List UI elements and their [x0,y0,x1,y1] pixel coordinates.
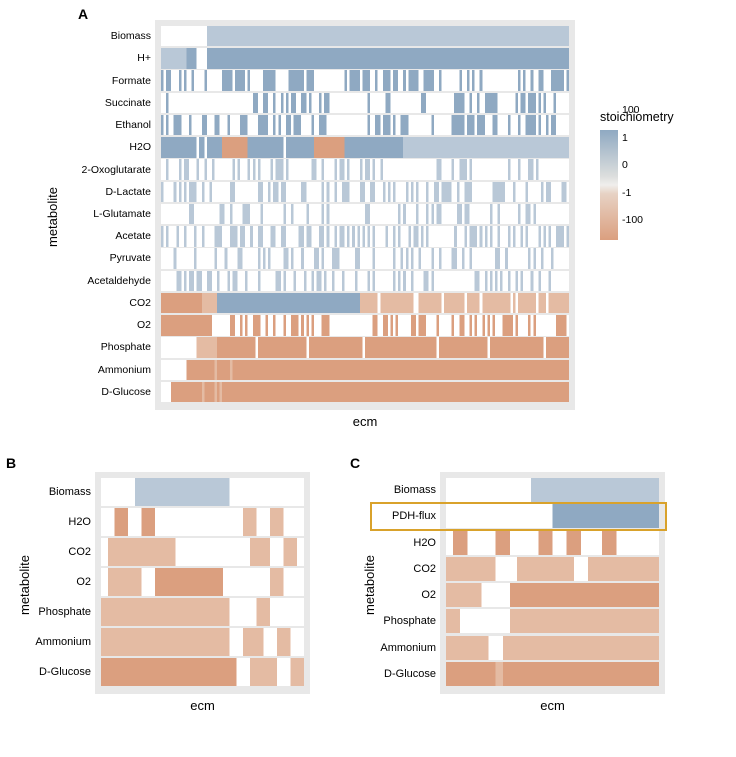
heatmap-row [446,531,659,555]
row-label: CO2 [129,297,155,309]
row-label: Succinate [105,97,155,109]
row-label: Acetate [115,230,155,242]
heatmap-row [446,636,659,660]
heatmap-row [101,478,304,506]
row-label: Biomass [111,30,155,42]
panel-a-label: A [78,6,88,22]
row-label: Phosphate [101,341,155,353]
row-label: 2-Oxoglutarate [82,164,155,176]
row-label: H2O [68,516,95,528]
row-label: O2 [421,589,440,601]
colorbar-legend: stoichiometry 10010-1-100 [600,110,674,240]
heatmap-row [101,508,304,536]
heatmap-row [161,93,569,113]
legend-tick: 1 [622,132,628,144]
x-axis-title: ecm [440,698,665,713]
row-label: D-Glucose [39,666,95,678]
y-axis-title: metabolite [362,555,377,615]
heatmap-row [101,568,304,596]
row-label: Formate [112,75,155,87]
heatmap-row [446,662,659,686]
x-axis-title: ecm [155,414,575,429]
row-label: L-Glutamate [93,208,155,220]
heatmap-row [446,583,659,607]
figure: A B C metabolite BiomassH+FormateSuccina… [0,0,736,757]
legend-gradient [600,130,618,240]
row-label: Ethanol [115,119,155,131]
panel-c-label: C [350,455,360,471]
panel-b-label: B [6,455,16,471]
heatmap-a: BiomassH+FormateSuccinateEthanolH2O2-Oxo… [155,20,575,410]
row-label: Biomass [394,484,440,496]
heatmap-row [446,478,659,502]
heatmap-row [161,26,569,46]
row-label: Acetaldehyde [87,275,155,287]
heatmap-row [101,658,304,686]
heatmap-row [161,48,569,68]
heatmap-row [161,337,569,357]
row-label: O2 [137,319,155,331]
row-label: D-Lactate [105,186,155,198]
heatmap-row [101,538,304,566]
heatmap-row [101,598,304,626]
panel-c: metabolite BiomassPDH-fluxH2OCO2O2Phosph… [440,472,665,694]
row-label: H2O [129,141,155,153]
heatmap-row [161,382,569,402]
row-label: PDH-flux [392,510,440,522]
y-axis-title: metabolite [45,187,60,247]
row-label: H2O [413,537,440,549]
panel-a: metabolite BiomassH+FormateSuccinateEtha… [155,20,575,410]
heatmap-row [161,159,569,179]
row-label: Phosphate [383,615,440,627]
heatmap-row [161,70,569,90]
heatmap-row [161,137,569,157]
y-axis-title: metabolite [17,555,32,615]
legend-tick: 100 [622,104,640,116]
row-label: Ammonium [35,636,95,648]
heatmap-row [161,293,569,313]
heatmap-row [161,271,569,291]
legend-tick: 0 [622,159,628,171]
heatmap-row [161,226,569,246]
row-label: CO2 [413,563,440,575]
row-label: D-Glucose [101,386,155,398]
row-label: Ammonium [98,364,155,376]
row-label: Phosphate [38,606,95,618]
heatmap-row [161,204,569,224]
heatmap-b: BiomassH2OCO2O2PhosphateAmmoniumD-Glucos… [95,472,310,694]
heatmap-row [161,115,569,135]
heatmap-row [101,628,304,656]
panel-b: metabolite BiomassH2OCO2O2PhosphateAmmon… [95,472,310,694]
row-label: H+ [137,52,155,64]
legend-tick: -100 [622,214,643,226]
heatmap-row [446,504,659,528]
row-label: Pyruvate [110,252,155,264]
row-label: CO2 [68,546,95,558]
heatmap-row [161,315,569,335]
heatmap-row [161,182,569,202]
legend-tick: -1 [622,187,631,199]
row-label: Ammonium [380,642,440,654]
row-label: Biomass [49,486,95,498]
heatmap-row [446,609,659,633]
heatmap-row [161,360,569,380]
x-axis-title: ecm [95,698,310,713]
row-label: O2 [76,576,95,588]
row-label: D-Glucose [384,668,440,680]
heatmap-row [161,248,569,268]
heatmap-row [446,557,659,581]
heatmap-c: BiomassPDH-fluxH2OCO2O2PhosphateAmmonium… [440,472,665,694]
